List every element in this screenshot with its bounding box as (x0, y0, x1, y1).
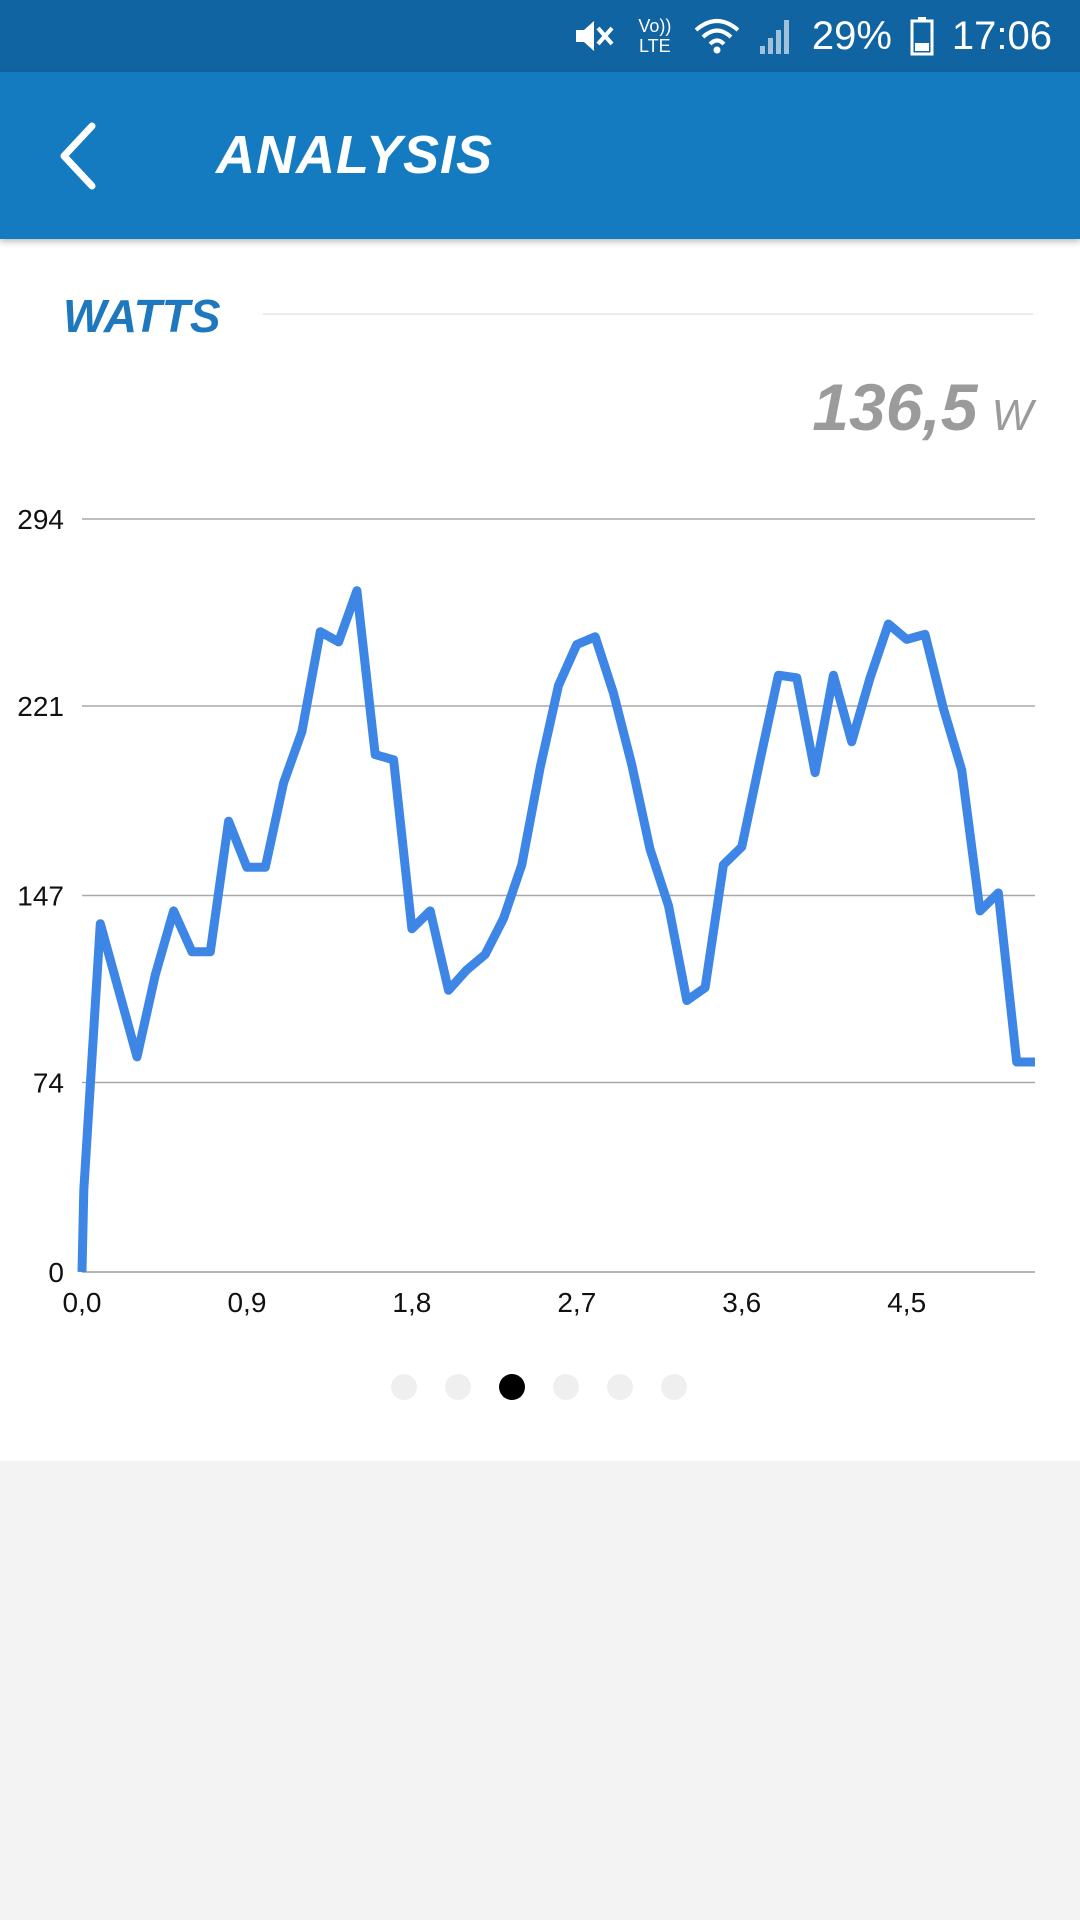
wifi-icon (694, 19, 740, 54)
x-tick-label: 1,8 (392, 1287, 431, 1318)
battery-percent: 29% (811, 13, 892, 58)
mute-icon (575, 21, 614, 51)
x-tick-label: 0,9 (227, 1287, 266, 1318)
y-tick-label: 221 (17, 691, 64, 722)
y-tick-label: 0 (48, 1257, 64, 1288)
status-icons: Vo)) LTE 29% 17:06 (572, 0, 1052, 72)
status-bar: Vo)) LTE 29% 17:06 (0, 0, 1080, 72)
page-dot[interactable] (445, 1374, 471, 1400)
network-label: Vo)) LTE (638, 16, 672, 56)
page-title: ANALYSIS (216, 125, 494, 185)
x-tick-label: 0,0 (63, 1287, 102, 1318)
battery-icon (910, 17, 934, 56)
y-tick-label: 74 (33, 1067, 64, 1098)
series-line (77, 586, 1035, 1273)
x-tick-label: 2,7 (557, 1287, 596, 1318)
chevron-left-icon (60, 122, 96, 190)
watts-chart: 0 74 147 221 294 0,0 0,9 1,8 2,7 3,6 4,5 (17, 504, 1036, 1318)
x-tick-label: 3,6 (722, 1287, 761, 1318)
section-title: WATTS (63, 290, 221, 342)
page-dot[interactable] (553, 1374, 579, 1400)
title-divider (263, 313, 1033, 315)
app-bar: ANALYSIS (0, 72, 1080, 239)
signal-icon (759, 20, 789, 54)
back-button[interactable] (52, 116, 116, 196)
page-dot-active[interactable] (499, 1374, 525, 1400)
y-tick-label: 294 (17, 504, 64, 535)
clock: 17:06 (951, 13, 1052, 58)
page-dot[interactable] (607, 1374, 633, 1400)
y-tick-label: 147 (17, 881, 64, 912)
current-value: 136,5 (812, 370, 978, 444)
x-tick-label: 4,5 (887, 1287, 926, 1318)
page-dot[interactable] (391, 1374, 417, 1400)
page-dot[interactable] (661, 1374, 687, 1400)
analysis-card: WATTS 136,5 W (0, 239, 1080, 1461)
data-points (81, 590, 1036, 1273)
page-indicator (0, 1374, 1080, 1404)
value-readout: 136,5 W (812, 369, 1033, 445)
value-unit: W (991, 391, 1033, 440)
y-axis-ticks: 0 74 147 221 294 (17, 504, 64, 1288)
x-axis-ticks: 0,0 0,9 1,8 2,7 3,6 4,5 (63, 1287, 927, 1318)
